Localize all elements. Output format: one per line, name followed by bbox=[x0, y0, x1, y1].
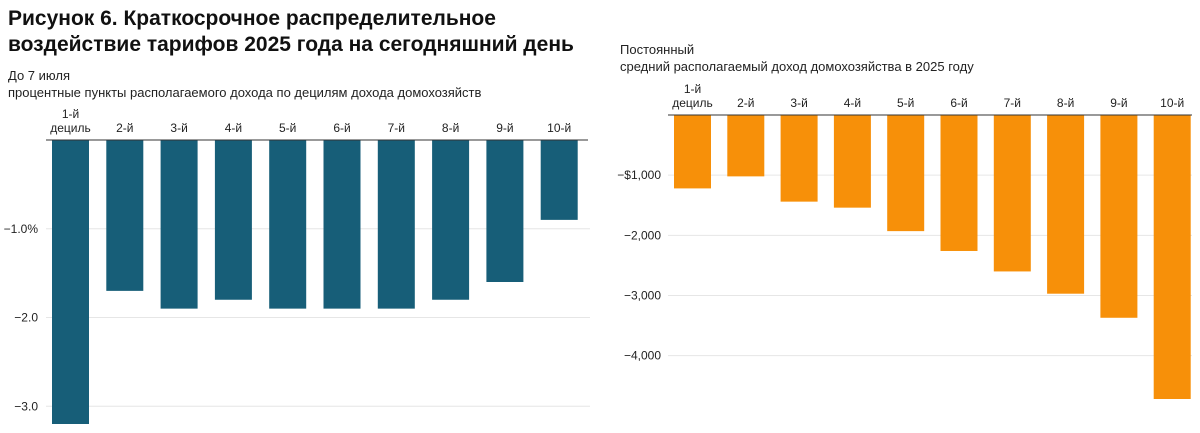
category-label: 1-й bbox=[684, 82, 701, 96]
bar bbox=[269, 140, 307, 309]
bar bbox=[52, 140, 89, 424]
bar bbox=[323, 140, 361, 309]
category-label: 10-й bbox=[1160, 96, 1184, 110]
bar bbox=[940, 115, 978, 251]
bar bbox=[106, 140, 144, 291]
bar bbox=[540, 140, 578, 220]
bar bbox=[993, 115, 1031, 272]
category-label: 5-й bbox=[279, 121, 296, 135]
bar bbox=[727, 115, 765, 177]
y-tick-label: −4,000 bbox=[624, 349, 661, 363]
bar bbox=[160, 140, 198, 309]
left-chart-subtitle: До 7 июля bbox=[8, 68, 70, 83]
category-label: 10-й bbox=[547, 121, 571, 135]
y-tick-label: −2.0 bbox=[14, 311, 38, 325]
category-label: 6-й bbox=[333, 121, 350, 135]
category-label: 6-й bbox=[950, 96, 967, 110]
y-tick-label: −3,000 bbox=[624, 289, 661, 303]
category-label: 5-й bbox=[897, 96, 914, 110]
bar bbox=[432, 140, 470, 300]
category-label: 3-й bbox=[170, 121, 187, 135]
bar bbox=[1153, 115, 1191, 399]
bar bbox=[1047, 115, 1085, 294]
bar bbox=[1100, 115, 1138, 318]
bar bbox=[377, 140, 415, 309]
bar bbox=[833, 115, 871, 208]
bar bbox=[887, 115, 925, 232]
category-label: 1-й bbox=[62, 107, 79, 121]
category-label: дециль bbox=[672, 96, 713, 110]
y-tick-label: −1.0% bbox=[4, 222, 39, 236]
category-label: 3-й bbox=[790, 96, 807, 110]
figure-title: Рисунок 6. Краткосрочное распределительн… bbox=[8, 7, 574, 56]
right-chart-unit-label: средний располагаемый доход домохозяйств… bbox=[620, 59, 974, 74]
category-label: 2-й bbox=[737, 96, 754, 110]
bar bbox=[486, 140, 524, 282]
category-label: 9-й bbox=[496, 121, 513, 135]
right-chart-subtitle: Постоянный bbox=[620, 42, 695, 57]
category-label: 8-й bbox=[1057, 96, 1074, 110]
category-label: 4-й bbox=[225, 121, 242, 135]
y-tick-label: −2,000 bbox=[624, 228, 661, 242]
category-label: 9-й bbox=[1110, 96, 1127, 110]
category-label: 7-й bbox=[1004, 96, 1021, 110]
bar bbox=[214, 140, 252, 300]
y-tick-label: −3.0 bbox=[14, 399, 38, 413]
left-chart-unit-label: процентные пункты располагаемого дохода … bbox=[8, 85, 482, 100]
bar bbox=[674, 115, 711, 189]
category-label: 4-й bbox=[844, 96, 861, 110]
bar bbox=[780, 115, 818, 202]
y-tick-label: −$1,000 bbox=[617, 168, 661, 182]
category-label: 7-й bbox=[388, 121, 405, 135]
category-label: дециль bbox=[50, 121, 91, 135]
category-label: 8-й bbox=[442, 121, 459, 135]
category-label: 2-й bbox=[116, 121, 133, 135]
